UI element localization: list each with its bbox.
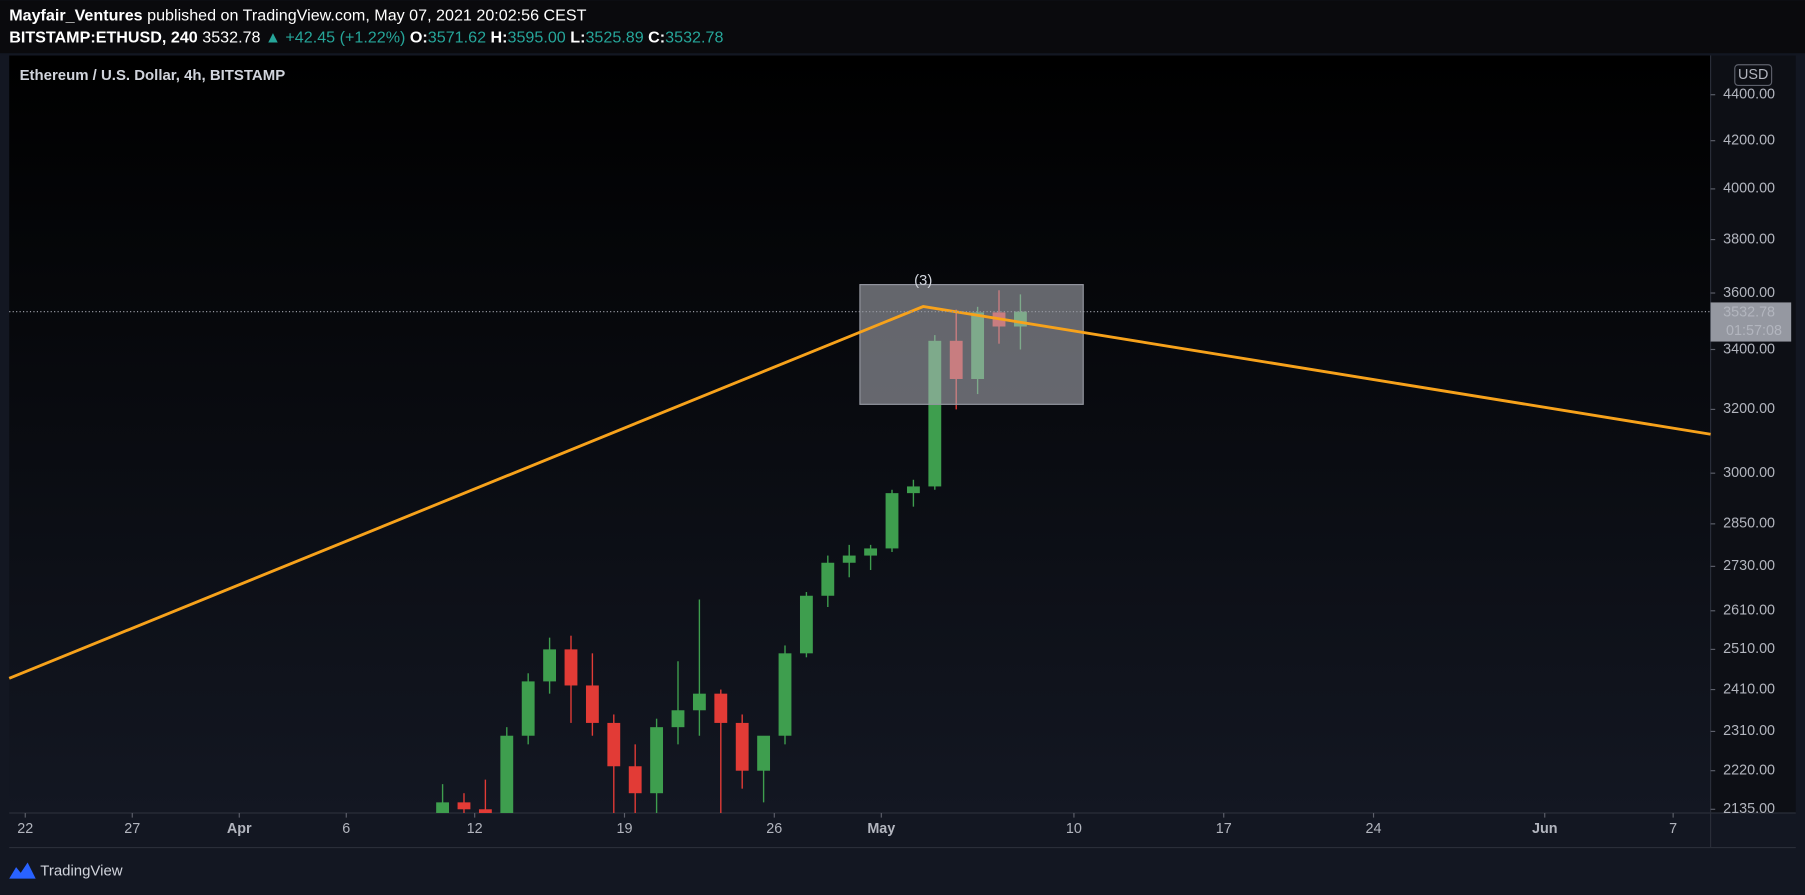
ohlc-label: C: bbox=[648, 29, 665, 47]
price: 3532.78 bbox=[202, 29, 260, 47]
candle-body bbox=[543, 649, 557, 682]
x-tick-label: 26 bbox=[766, 821, 782, 837]
candle-body bbox=[821, 562, 835, 596]
x-tick-label: 6 bbox=[342, 821, 350, 837]
published: published on TradingView.com, May 07, 20… bbox=[147, 7, 587, 25]
currency-box bbox=[1734, 64, 1773, 87]
header-line: Mayfair_Ventures published on TradingVie… bbox=[9, 7, 586, 25]
candle-body bbox=[457, 802, 471, 810]
ohlc-value: 3532.78 bbox=[665, 29, 723, 47]
candle-body bbox=[478, 809, 492, 813]
candle-body bbox=[714, 693, 728, 723]
candle-body bbox=[564, 649, 578, 686]
candle-body bbox=[778, 653, 792, 736]
ohlc-value: 3525.89 bbox=[585, 29, 643, 47]
candle-body bbox=[671, 710, 685, 728]
ohlc-value: 3595.00 bbox=[508, 29, 566, 47]
y-tick-label: 2850.00 bbox=[1723, 516, 1775, 532]
x-tick-label: May bbox=[867, 821, 895, 837]
y-tick-label: 3600.00 bbox=[1723, 285, 1775, 301]
candle-body bbox=[607, 722, 621, 767]
candle-body bbox=[842, 555, 856, 563]
wave-label: (3) bbox=[914, 272, 932, 289]
x-tick-label: Apr bbox=[227, 821, 252, 837]
y-tick-label: 4000.00 bbox=[1723, 181, 1775, 197]
y-tick-label: 3000.00 bbox=[1723, 465, 1775, 481]
candle-body bbox=[864, 548, 878, 556]
y-tick-label: 2410.00 bbox=[1723, 681, 1775, 697]
currency: USD bbox=[1738, 67, 1768, 83]
symbol: BITSTAMP:ETHUSD, 240 bbox=[9, 29, 198, 47]
candle-body bbox=[585, 685, 599, 723]
y-tick-label: 3800.00 bbox=[1723, 231, 1775, 247]
y-tick-label: 2610.00 bbox=[1723, 603, 1775, 619]
candle-body bbox=[436, 802, 450, 813]
ohlc-value: 3571.62 bbox=[428, 29, 486, 47]
candle-body bbox=[650, 727, 664, 794]
brand-name: TradingView bbox=[40, 863, 122, 880]
x-tick-label: 12 bbox=[467, 821, 483, 837]
y-tick-label: 4200.00 bbox=[1723, 132, 1775, 148]
trend-line bbox=[8, 304, 1711, 680]
candle-body bbox=[521, 681, 535, 736]
price-axis bbox=[1710, 55, 1796, 813]
change: ▲ +42.45 (+1.22%) bbox=[265, 29, 405, 47]
last-price-tag bbox=[1710, 302, 1792, 342]
ohlc-label: O: bbox=[410, 29, 428, 47]
candle-body bbox=[757, 735, 771, 771]
y-tick-label: 2220.00 bbox=[1723, 762, 1775, 778]
x-tick-label: 19 bbox=[616, 821, 632, 837]
y-tick-label: 3200.00 bbox=[1723, 401, 1775, 417]
x-tick-label: 22 bbox=[17, 821, 33, 837]
x-tick-label: Jun bbox=[1532, 821, 1558, 837]
brand: TradingView bbox=[9, 862, 123, 880]
candle-body bbox=[692, 693, 706, 711]
x-tick-label: 24 bbox=[1366, 821, 1382, 837]
y-tick-label: 3400.00 bbox=[1723, 341, 1775, 357]
x-tick-label: 7 bbox=[1669, 821, 1677, 837]
x-tick-label: 17 bbox=[1216, 821, 1232, 837]
y-tick-label: 2310.00 bbox=[1723, 723, 1775, 739]
candle-body bbox=[628, 766, 642, 794]
chart-title: Ethereum / U.S. Dollar, 4h, BITSTAMP bbox=[20, 67, 286, 84]
ohlc-label: H: bbox=[491, 29, 508, 47]
candle-body bbox=[799, 595, 813, 654]
x-tick-label: 10 bbox=[1066, 821, 1082, 837]
y-tick-label: 2730.00 bbox=[1723, 558, 1775, 574]
axes: 4400.00 4200.00 4000.00 3800.00 3600.00 3400.… bbox=[9, 87, 1792, 837]
countdown-label: 01:57:08 bbox=[1726, 323, 1782, 339]
candle-body bbox=[906, 486, 920, 494]
header-bar bbox=[0, 0, 1805, 54]
plot-area bbox=[9, 55, 1711, 813]
brand-logo bbox=[9, 862, 36, 879]
x-tick-label: 27 bbox=[124, 821, 140, 837]
highlight-box bbox=[859, 284, 1084, 405]
candle-body bbox=[735, 722, 749, 771]
last-price-label: 3532.78 bbox=[1723, 305, 1775, 321]
y-tick-label: 2510.00 bbox=[1723, 641, 1775, 657]
author: Mayfair_Ventures bbox=[9, 7, 142, 25]
y-tick-label: 2135.00 bbox=[1723, 801, 1775, 817]
candle-body bbox=[500, 735, 514, 813]
y-tick-label: 4400.00 bbox=[1723, 87, 1775, 103]
candle-body bbox=[885, 493, 899, 549]
ohlc-label: L: bbox=[570, 29, 585, 47]
header-line: BITSTAMP:ETHUSD, 240 3532.78 ▲ +42.45 (+… bbox=[9, 29, 723, 47]
